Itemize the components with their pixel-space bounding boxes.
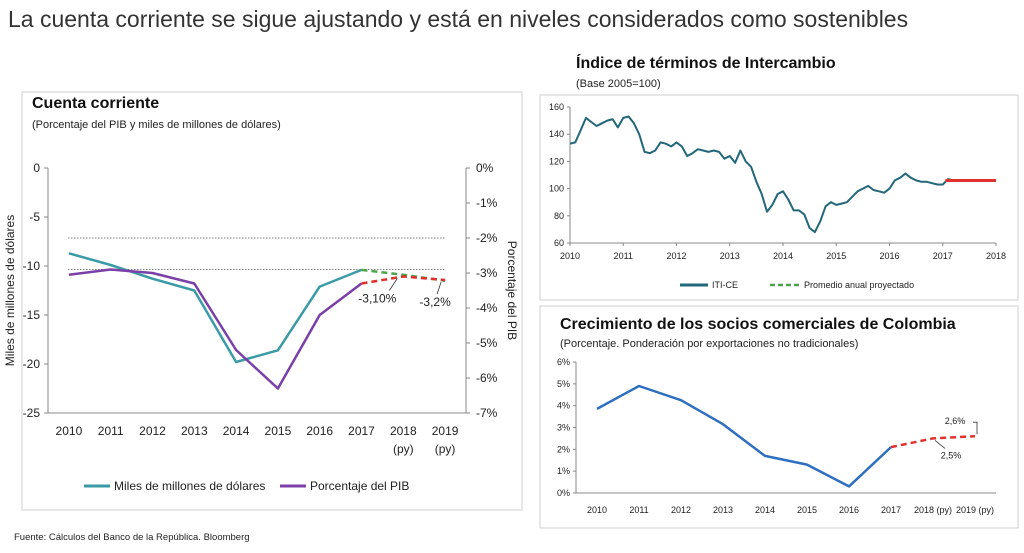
socios-x-tick-label: 2015	[797, 505, 817, 515]
socios-x-tick-label: 2014	[755, 505, 775, 515]
cuenta-panel-frame	[21, 91, 523, 511]
socios-x-tick-label: 2013	[713, 505, 733, 515]
socios-y-tick-label: 0%	[557, 488, 570, 498]
cuenta-corriente-subtitle: (Porcentaje del PIB y miles de millones …	[32, 119, 281, 131]
iti-y-tick-label: 100	[549, 184, 564, 194]
x-tick-label: 2012	[139, 424, 166, 438]
right-axis-title: Porcentaje del PIB	[505, 241, 519, 340]
socios-x-tick-label: 2012	[671, 505, 691, 515]
iti-series-line	[569, 115, 954, 234]
iti-y-tick-label: 80	[554, 211, 564, 221]
right-tick-label: 0%	[476, 161, 494, 175]
iti-x-tick-label: 2010	[560, 251, 580, 261]
x-tick-label: 2015	[265, 424, 292, 438]
x-tick-label: 2019	[432, 424, 459, 438]
x-tick-label: 2016	[306, 424, 333, 438]
socios-x-tick-label: 2017	[881, 505, 901, 515]
x-tick-sublabel: (py)	[435, 442, 456, 456]
iti-x-tick-label: 2018	[986, 251, 1006, 261]
left-tick-label: -25	[23, 406, 41, 420]
right-tick-label: -3%	[476, 266, 498, 280]
terminos-title: Índice de términos de Intercambio	[576, 55, 836, 72]
socios-x-tick-label: 2011	[629, 505, 648, 515]
left-axis-title: Miles de millones de dólares	[3, 215, 17, 366]
iti-x-tick-label: 2012	[666, 251, 686, 261]
source-note: Fuente: Cálculos del Banco de la Repúbli…	[14, 532, 250, 543]
iti-x-tick-label: 2011	[614, 251, 633, 261]
cuenta-corriente-title: Cuenta corriente	[32, 95, 160, 112]
series-line-usd	[68, 252, 362, 364]
series-projection-pct	[361, 275, 446, 285]
socios-y-tick-label: 2%	[557, 444, 570, 454]
x-tick-label: 2017	[348, 424, 375, 438]
socios-series-line	[596, 384, 892, 488]
iti-x-tick-label: 2014	[773, 251, 793, 261]
socios-x-tick-label: 2010	[587, 505, 607, 515]
series-line-pct	[68, 268, 363, 390]
socios-y-tick-label: 6%	[557, 357, 570, 367]
socios-y-tick-label: 1%	[557, 466, 570, 476]
socios-title: Crecimiento de los socios comerciales de…	[560, 316, 956, 333]
x-tick-label: 2013	[181, 424, 208, 438]
socios-subtitle: (Porcentaje. Ponderación por exportacion…	[560, 338, 859, 350]
right-tick-label: -1%	[476, 196, 498, 210]
iti-x-tick-label: 2016	[879, 251, 899, 261]
left-tick-label: 0	[33, 161, 40, 175]
left-tick-label: -15	[23, 308, 41, 322]
legend-label-proj: Promedio anual proyectado	[804, 280, 914, 290]
x-tick-label: 2018	[390, 424, 417, 438]
annotation-leader	[934, 440, 946, 449]
x-tick-label: 2014	[223, 424, 250, 438]
x-tick-label: 2010	[56, 424, 83, 438]
legend-label-iti: ITI-CE	[712, 280, 738, 290]
left-tick-label: -20	[23, 357, 41, 371]
iti-x-tick-label: 2015	[826, 251, 846, 261]
terminos-panel-frame	[539, 94, 1019, 301]
legend-label-usd: Miles de millones de dólares	[114, 479, 265, 493]
socios-y-tick-label: 3%	[557, 423, 570, 433]
iti-x-tick-label: 2013	[720, 251, 740, 261]
slide-title: La cuenta corriente se sigue ajustando y…	[8, 6, 909, 32]
annotation-leader	[388, 278, 398, 291]
right-tick-label: -2%	[476, 231, 498, 245]
left-tick-label: -5	[29, 210, 40, 224]
terminos-subtitle: (Base 2005=100)	[576, 78, 661, 90]
socios-x-tick-label: 2016	[839, 505, 859, 515]
socios-annotation-label: 2,6%	[945, 416, 966, 426]
iti-y-tick-label: 120	[549, 156, 564, 166]
socios-panel-frame	[539, 305, 1019, 529]
right-tick-label: -7%	[476, 406, 498, 420]
right-tick-label: -6%	[476, 371, 498, 385]
socios-y-tick-label: 5%	[557, 379, 570, 389]
right-tick-label: -5%	[476, 336, 498, 350]
socios-projection-line	[890, 434, 976, 449]
x-tick-sublabel: (py)	[393, 442, 414, 456]
iti-y-tick-label: 140	[549, 129, 564, 139]
annotation-leader	[973, 421, 978, 435]
iti-y-tick-label: 160	[549, 102, 564, 112]
iti-y-tick-label: 60	[554, 238, 564, 248]
x-tick-label: 2011	[98, 424, 124, 438]
socios-y-tick-label: 4%	[557, 401, 570, 411]
left-tick-label: -10	[23, 259, 41, 273]
socios-x-tick-label: 2018 (py)	[914, 505, 952, 515]
socios-annotation-label: 2,5%	[941, 450, 962, 460]
socios-x-tick-label: 2019 (py)	[956, 505, 994, 515]
annotation-label: -3,10%	[358, 292, 396, 306]
annotation-label: -3,2%	[419, 295, 451, 309]
iti-x-tick-label: 2017	[933, 251, 953, 261]
right-tick-label: -4%	[476, 301, 498, 315]
annotation-leader	[436, 281, 442, 295]
legend-label-pct: Porcentaje del PIB	[310, 479, 409, 493]
